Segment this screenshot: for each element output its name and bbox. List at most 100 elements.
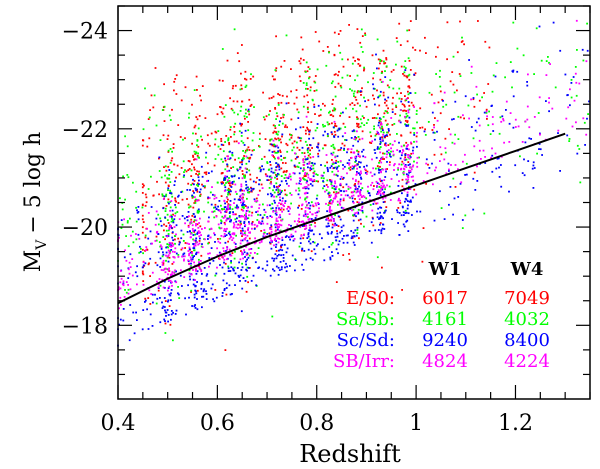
data-point bbox=[407, 123, 410, 126]
data-point bbox=[501, 115, 504, 118]
data-point bbox=[251, 257, 254, 260]
data-point bbox=[269, 204, 271, 207]
data-point bbox=[413, 160, 415, 163]
data-point bbox=[284, 174, 287, 176]
data-point bbox=[357, 195, 360, 198]
data-point bbox=[403, 104, 406, 107]
data-point bbox=[490, 105, 493, 107]
data-point bbox=[279, 208, 282, 211]
data-point bbox=[329, 256, 332, 259]
data-point bbox=[241, 235, 243, 237]
data-point bbox=[161, 301, 163, 304]
data-point bbox=[190, 221, 193, 223]
data-point bbox=[380, 184, 383, 187]
data-point bbox=[356, 171, 358, 173]
data-point bbox=[298, 217, 300, 220]
data-point bbox=[386, 124, 388, 126]
data-point bbox=[376, 165, 379, 167]
data-point bbox=[268, 232, 271, 235]
data-point bbox=[165, 229, 168, 232]
data-point bbox=[461, 227, 464, 229]
data-point bbox=[205, 293, 208, 295]
data-point bbox=[207, 179, 210, 182]
data-point bbox=[240, 105, 243, 108]
data-point bbox=[243, 249, 245, 251]
data-point bbox=[191, 224, 194, 227]
data-point bbox=[174, 280, 177, 283]
data-point bbox=[403, 225, 406, 228]
data-point bbox=[313, 180, 316, 182]
data-point bbox=[307, 218, 310, 221]
data-point bbox=[167, 185, 170, 187]
data-point bbox=[155, 210, 158, 213]
data-point bbox=[243, 155, 245, 157]
data-point bbox=[360, 178, 363, 180]
data-point bbox=[224, 223, 226, 226]
data-point bbox=[275, 207, 278, 209]
data-point bbox=[358, 237, 360, 240]
data-point bbox=[197, 145, 200, 148]
data-point bbox=[384, 142, 387, 145]
data-point bbox=[178, 218, 181, 220]
data-point bbox=[312, 175, 315, 178]
data-point bbox=[335, 191, 338, 193]
data-point bbox=[277, 237, 279, 240]
data-point bbox=[459, 182, 462, 185]
data-point bbox=[196, 190, 199, 193]
data-point bbox=[356, 28, 359, 30]
data-point bbox=[275, 169, 278, 172]
data-point bbox=[588, 100, 590, 103]
data-point bbox=[345, 183, 348, 186]
data-point bbox=[404, 67, 407, 69]
data-point bbox=[245, 290, 248, 293]
data-point bbox=[351, 165, 354, 167]
data-point bbox=[282, 162, 284, 164]
data-point bbox=[229, 204, 232, 206]
data-point bbox=[296, 156, 298, 159]
data-point bbox=[257, 267, 260, 269]
data-point bbox=[168, 279, 170, 281]
data-point bbox=[177, 292, 179, 295]
data-point bbox=[165, 246, 168, 249]
data-point bbox=[342, 65, 345, 68]
data-point bbox=[227, 240, 229, 243]
data-point bbox=[322, 187, 324, 190]
data-point bbox=[408, 148, 410, 151]
data-point bbox=[300, 36, 303, 39]
data-point bbox=[241, 253, 243, 256]
data-point bbox=[149, 230, 152, 233]
data-point bbox=[381, 80, 384, 83]
data-point bbox=[316, 174, 319, 176]
data-point bbox=[163, 223, 165, 226]
data-point bbox=[436, 46, 439, 49]
data-point bbox=[317, 155, 320, 158]
data-point bbox=[249, 252, 252, 254]
data-point bbox=[197, 208, 200, 211]
data-point bbox=[308, 77, 310, 80]
data-point bbox=[201, 138, 203, 141]
data-point bbox=[249, 173, 252, 176]
data-point bbox=[352, 144, 355, 147]
data-point bbox=[174, 247, 177, 250]
data-point bbox=[221, 292, 224, 294]
data-point bbox=[261, 165, 263, 168]
data-point bbox=[337, 170, 339, 173]
data-point bbox=[304, 211, 307, 213]
data-point bbox=[237, 142, 240, 145]
data-point bbox=[548, 61, 550, 64]
data-point bbox=[329, 202, 332, 205]
data-point bbox=[286, 95, 288, 98]
data-point bbox=[187, 259, 190, 262]
data-point bbox=[281, 190, 283, 192]
data-point bbox=[193, 168, 196, 171]
data-point bbox=[302, 220, 304, 223]
data-point bbox=[284, 236, 287, 238]
data-point bbox=[123, 218, 125, 221]
data-point bbox=[345, 139, 348, 141]
data-point bbox=[346, 74, 349, 77]
data-point bbox=[219, 237, 222, 240]
data-point bbox=[183, 171, 185, 173]
data-point bbox=[296, 223, 299, 226]
data-point bbox=[320, 177, 323, 179]
data-point bbox=[167, 249, 170, 252]
